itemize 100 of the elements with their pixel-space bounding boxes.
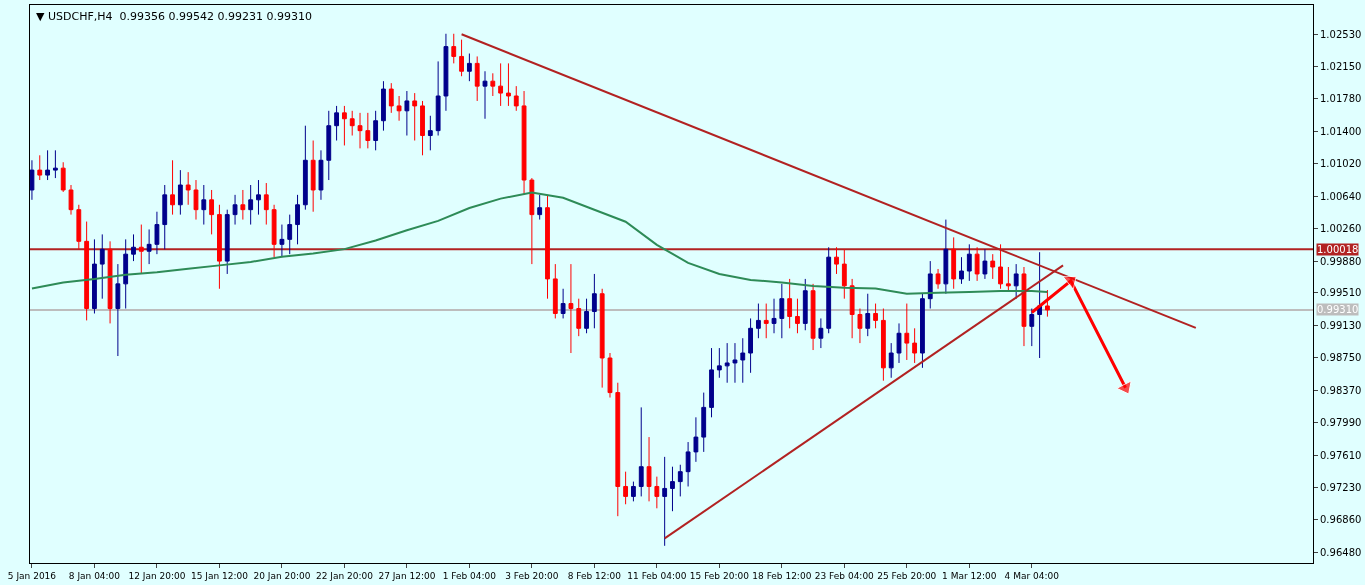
candlestick (185, 171, 191, 206)
candlestick (795, 298, 800, 334)
candlestick (170, 159, 175, 216)
x-tick-label: 25 Feb 20:00 (877, 570, 937, 581)
candlestick (287, 214, 293, 255)
candlestick (248, 184, 254, 226)
candlestick (521, 90, 527, 196)
candlestick (646, 436, 652, 502)
candlestick (412, 92, 418, 141)
candlestick (209, 189, 215, 235)
candlestick (232, 194, 238, 226)
candlestick (427, 115, 433, 151)
candlestick (568, 263, 574, 354)
candlestick (670, 466, 675, 512)
candlestick (623, 471, 629, 505)
candlestick (177, 169, 183, 216)
candlestick (748, 317, 753, 374)
candlestick (334, 105, 340, 141)
candlestick (45, 149, 50, 181)
candlestick (310, 140, 316, 213)
candlestick (420, 100, 425, 156)
candlestick (466, 53, 472, 82)
y-tick-label: 0.96860 (1320, 514, 1362, 526)
candlestick (451, 33, 457, 64)
y-tick-label: 0.97990 (1320, 417, 1362, 429)
x-tick-label: 8 Jan 04:00 (68, 570, 121, 581)
candlestick (193, 179, 199, 221)
candlestick (1013, 263, 1019, 300)
candlestick (131, 233, 136, 262)
candlestick (396, 95, 402, 122)
candlestick (154, 211, 160, 255)
candlestick (482, 70, 488, 120)
candlestick (341, 105, 347, 146)
candlestick (443, 33, 449, 112)
x-tick-label: 1 Feb 04:00 (442, 570, 497, 581)
candlestick (349, 110, 355, 137)
x-tick-label: 15 Feb 20:00 (689, 570, 750, 581)
y-tick-label: 1.01020 (1320, 158, 1362, 170)
y-tick-label: 1.00640 (1320, 190, 1362, 202)
candlestick (927, 260, 933, 310)
y-tick-label: 0.97610 (1320, 449, 1362, 461)
candlestick (787, 278, 793, 329)
candlestick (974, 246, 980, 282)
y-tick-label: 1.02530 (1320, 28, 1362, 40)
candlestick (240, 189, 246, 221)
candlestick (107, 240, 113, 324)
candlestick (224, 209, 230, 275)
text: ▼ USDCHF,H4 0.99356 0.99542 0.99231 0.99310 (36, 10, 312, 23)
candlestick (888, 342, 894, 379)
candlestick (99, 233, 105, 300)
candlestick (256, 179, 261, 216)
candlestick (755, 303, 761, 339)
candlestick (37, 154, 43, 181)
candlestick (576, 298, 582, 337)
candlestick (615, 382, 621, 517)
y-tick-label: 1.01400 (1320, 125, 1362, 137)
candlestick (490, 72, 496, 97)
candlestick (357, 112, 363, 149)
candlestick (904, 303, 910, 361)
candlestick (201, 184, 207, 226)
candlestick (30, 159, 35, 201)
candlestick (1037, 251, 1043, 359)
x-tick-label: 4 Mar 04:00 (1004, 570, 1060, 581)
candlestick (513, 85, 519, 112)
candlestick (459, 39, 464, 77)
candlestick (84, 221, 90, 321)
candlestick (115, 263, 121, 357)
x-tick-label: 8 Feb 12:00 (567, 570, 622, 581)
y-tick-label: 0.99880 (1320, 255, 1362, 267)
candlestick (381, 80, 386, 132)
candlestick (920, 293, 925, 369)
y-tick-label: 1.02150 (1320, 61, 1362, 73)
candlestick (302, 125, 308, 211)
candlestick (763, 303, 769, 339)
line-series (30, 191, 1049, 295)
candlestick (693, 416, 699, 463)
x-tick-label: 18 Feb 12:00 (752, 570, 812, 581)
candlestick (68, 184, 74, 216)
candlestick (552, 263, 558, 319)
candlestick (146, 228, 152, 265)
candlestick (365, 112, 371, 149)
x-tick-label: 11 Feb 04:00 (627, 570, 687, 581)
x-tick-label: 23 Feb 04:00 (814, 570, 875, 581)
candlestick (373, 110, 379, 151)
candlestick (545, 194, 550, 300)
candlestick (654, 476, 660, 509)
candlestick (982, 248, 988, 280)
candlestick (849, 278, 855, 339)
candlestick (584, 298, 589, 334)
x-tick-label: 5 Jan 2016 (7, 570, 57, 581)
candlestick (1021, 266, 1027, 347)
x-tick-label: 27 Jan 12:00 (378, 570, 436, 581)
candlestick (631, 481, 636, 502)
candlestick (865, 293, 871, 337)
candlestick (76, 204, 82, 250)
candlestick (326, 110, 332, 181)
candlestick (591, 273, 597, 329)
x-tick-label: 15 Jan 12:00 (190, 570, 249, 581)
candlestick (826, 246, 832, 334)
y-tick-label: 0.98750 (1320, 352, 1362, 364)
